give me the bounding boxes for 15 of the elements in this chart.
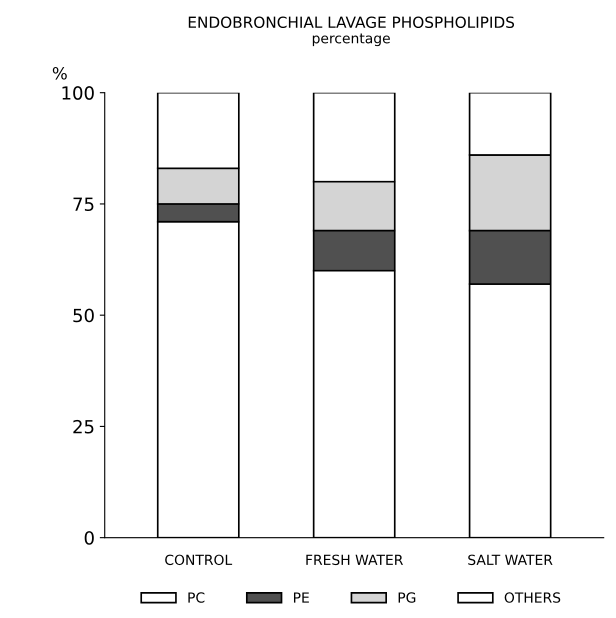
y-tick-label: 25 xyxy=(73,420,94,434)
chart-subtitle: percentage xyxy=(312,34,390,46)
y-tick-label: 50 xyxy=(73,308,94,322)
chart-title: ENDOBRONCHIAL LAVAGE PHOSPHOLIPIDS xyxy=(188,16,514,28)
legend-label: OTHERS xyxy=(504,592,560,603)
legend-label: PE xyxy=(294,592,309,603)
x-tick-label: CONTROL xyxy=(165,554,232,566)
x-tick-label: SALT WATER xyxy=(468,554,553,566)
legend-label: PG xyxy=(398,592,416,603)
y-tick-label: 100 xyxy=(62,86,94,100)
y-tick-label: 75 xyxy=(74,198,94,212)
legend-label: PC xyxy=(188,592,204,603)
x-tick-label: FRESH WATER xyxy=(306,554,403,566)
y-axis-title: % xyxy=(52,66,67,80)
y-tick-label: 0 xyxy=(84,531,94,545)
